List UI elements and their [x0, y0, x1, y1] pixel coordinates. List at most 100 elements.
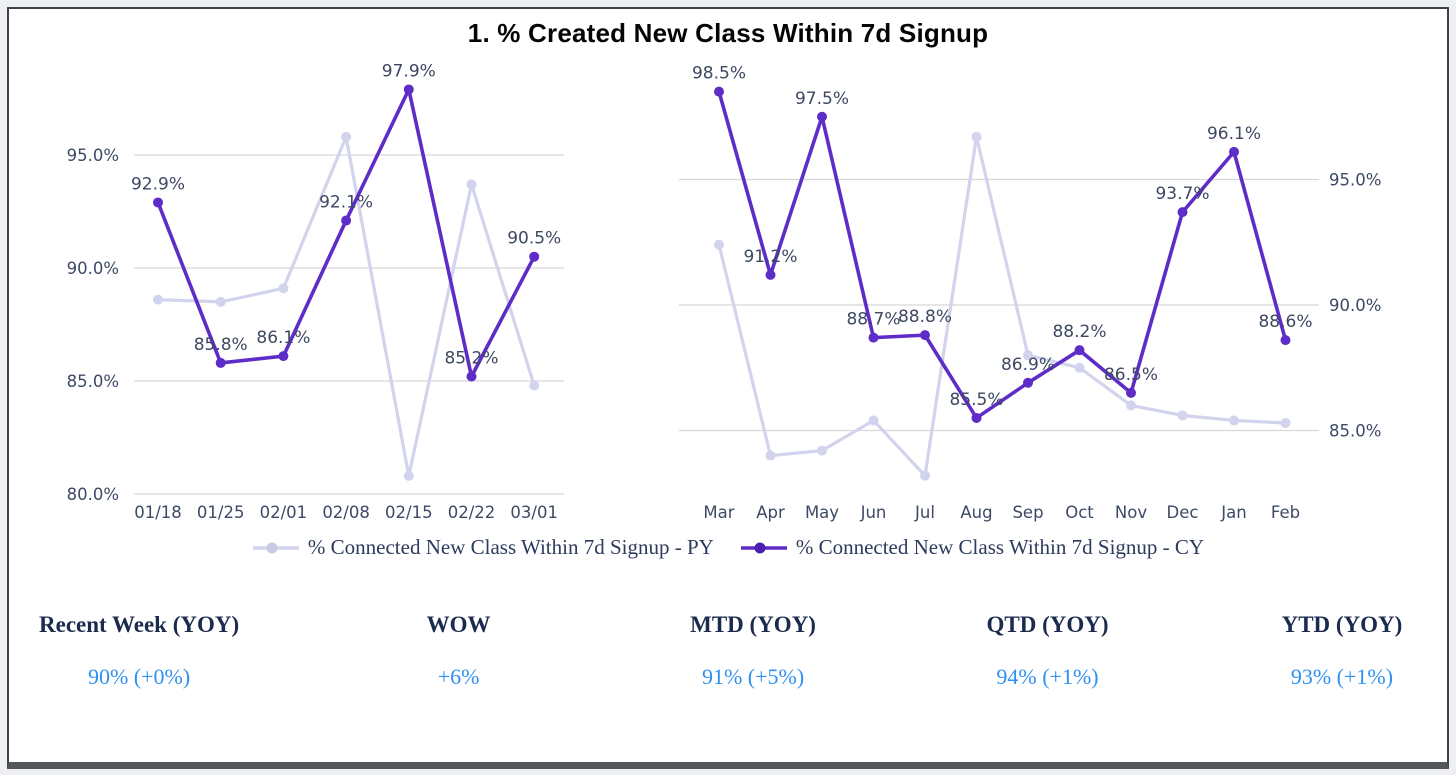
data-point	[278, 283, 289, 294]
data-point-label: 92.1%	[319, 193, 373, 213]
x-tick-label: Jan	[1220, 503, 1246, 522]
x-tick-label: Oct	[1065, 503, 1094, 522]
stat-mtd: MTD (YOY) 91% (+5%)	[678, 612, 828, 690]
data-point-label: 88.2%	[1052, 322, 1106, 342]
data-point	[341, 215, 352, 226]
data-point	[868, 415, 879, 426]
data-point	[971, 131, 982, 142]
data-point	[1280, 335, 1291, 346]
data-point	[403, 470, 414, 481]
data-point-label: 97.5%	[795, 89, 849, 109]
data-point	[466, 371, 477, 382]
data-point	[1074, 345, 1085, 356]
data-point-label: 88.8%	[898, 307, 952, 327]
stat-label: Recent Week (YOY)	[39, 612, 240, 637]
data-point	[278, 351, 289, 362]
legend-label-cy: % Connected New Class Within 7d Signup -…	[795, 535, 1205, 559]
x-tick-label: Dec	[1167, 503, 1199, 522]
data-point	[817, 445, 827, 456]
data-point	[1074, 362, 1085, 373]
data-point	[1229, 146, 1239, 157]
data-point	[215, 357, 226, 368]
data-point-label: 86.9%	[1001, 355, 1055, 375]
data-point	[215, 296, 226, 307]
data-point-label: 85.8%	[194, 335, 248, 355]
data-point-label: 86.1%	[256, 328, 310, 348]
data-point-label: 85.5%	[949, 390, 1003, 410]
data-point-label: 98.5%	[692, 64, 746, 84]
y-tick-label: 80.0%	[67, 485, 119, 504]
cy-series-line	[717, 89, 1288, 420]
weekly-line-chart: 95.0% 90.0% 85.0% 80.0% 01/18 01/25 02/01 02/08…	[67, 61, 564, 522]
data-point-label: 90.5%	[507, 229, 561, 249]
x-tick-label: May	[805, 503, 839, 522]
dashboard-card: 1. % Created New Class Within 7d Signup …	[7, 7, 1449, 769]
page-title: 1. % Created New Class Within 7d Signup	[467, 18, 989, 48]
data-point	[1023, 377, 1033, 388]
stat-recent-week: Recent Week (YOY) 90% (+0%)	[39, 612, 239, 690]
data-point-label: 88.6%	[1258, 312, 1312, 332]
y-tick-label: 85.0%	[1329, 422, 1381, 441]
stat-qtd: QTD (YOY) 94% (+1%)	[973, 612, 1123, 690]
data-point	[817, 111, 827, 122]
data-point	[1280, 417, 1291, 428]
stat-label: YTD (YOY)	[1281, 612, 1403, 637]
data-point	[765, 450, 776, 461]
data-point	[765, 269, 776, 280]
x-tick-label: 02/08	[322, 503, 370, 522]
monthly-line-chart: 95.0% 90.0% 85.0% Mar Apr May Jun Jul Aug Sep Oct N…	[679, 64, 1381, 522]
legend-item-py: % Connected New Class Within 7d Signup -…	[252, 535, 714, 560]
py-series-line	[156, 135, 536, 478]
data-point	[529, 380, 540, 391]
py-series-line	[717, 135, 1288, 478]
data-point	[1023, 350, 1033, 361]
x-tick-label: Apr	[756, 503, 785, 522]
data-point-label: 85.2%	[444, 348, 498, 368]
stat-label: MTD (YOY)	[690, 612, 816, 637]
x-tick-label: Jun	[860, 503, 887, 522]
y-tick-label: 95.0%	[1329, 171, 1381, 190]
stat-label: WOW	[426, 612, 491, 637]
legend-label-py: % Connected New Class Within 7d Signup -…	[307, 535, 714, 559]
data-point-label: 93.7%	[1155, 184, 1209, 204]
x-tick-label: Aug	[960, 503, 992, 522]
data-point	[466, 179, 477, 190]
x-tick-label: 01/25	[197, 503, 245, 522]
x-tick-label: Mar	[703, 503, 734, 522]
data-point	[529, 251, 540, 262]
data-point	[1177, 207, 1188, 218]
y-tick-label: 90.0%	[1329, 296, 1381, 315]
data-point	[153, 197, 163, 208]
py-line-marker-icon	[252, 542, 299, 553]
stats-row: Recent Week (YOY) 90% (+0%) WOW +6% MTD …	[9, 612, 1447, 690]
data-point-label: 97.9%	[382, 61, 436, 81]
x-tick-label: Sep	[1012, 503, 1043, 522]
x-tick-label: 03/01	[510, 503, 558, 522]
x-tick-label: Feb	[1271, 503, 1300, 522]
data-point	[868, 332, 879, 343]
stat-wow: WOW +6%	[384, 612, 534, 690]
x-tick-label: 02/15	[385, 503, 433, 522]
x-tick-label: 01/18	[134, 503, 182, 522]
charts-row: 95.0% 90.0% 85.0% 80.0% 01/18 01/25 02/01 02/08…	[9, 49, 1447, 529]
data-point	[1229, 415, 1239, 426]
data-point-label: 96.1%	[1207, 124, 1261, 144]
data-point-label: 92.9%	[131, 174, 185, 194]
stat-ytd: YTD (YOY) 93% (+1%)	[1267, 612, 1417, 690]
cy-line-marker-icon	[740, 542, 787, 553]
data-point	[1177, 410, 1188, 421]
data-point	[341, 131, 352, 142]
y-tick-label: 85.0%	[67, 372, 119, 391]
x-tick-label: 02/22	[448, 503, 496, 522]
data-point	[403, 84, 414, 95]
x-tick-label: 02/01	[260, 503, 308, 522]
data-point	[714, 239, 724, 250]
data-point-label: 86.5%	[1104, 365, 1158, 385]
data-point	[153, 294, 163, 305]
stat-value: 94% (+1%)	[996, 664, 1099, 689]
x-tick-label: Nov	[1115, 503, 1147, 522]
stat-value: +6%	[437, 664, 480, 689]
data-point	[1126, 387, 1136, 398]
data-point	[714, 86, 724, 97]
y-tick-label: 90.0%	[67, 259, 119, 278]
